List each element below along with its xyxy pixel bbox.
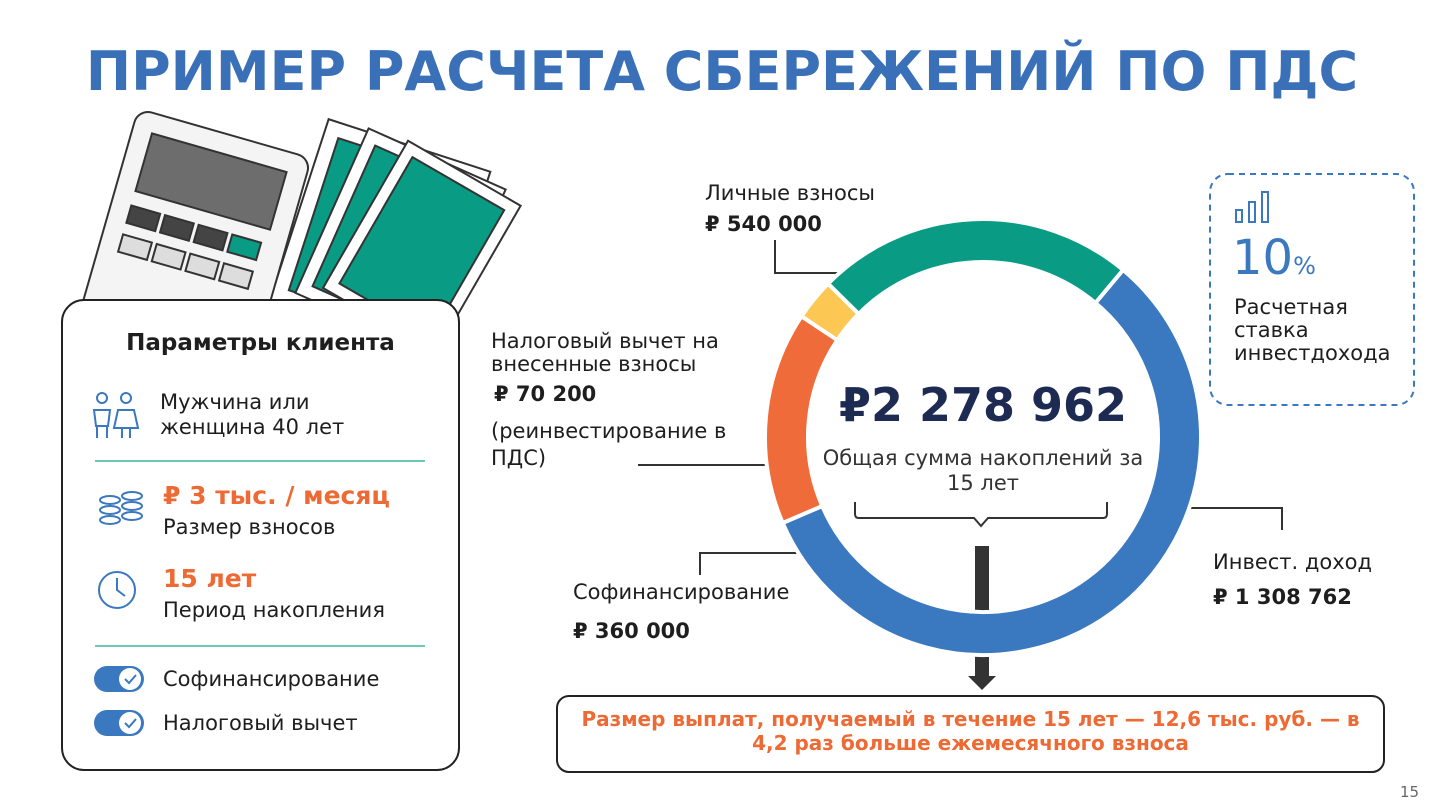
- donut-segment: [780, 267, 1203, 657]
- category-label: Инвест. доход: [1213, 550, 1373, 574]
- value-label: ₽ 360 000: [573, 619, 690, 643]
- category-label: Личные взносы: [705, 181, 875, 205]
- payout-box: [556, 695, 1385, 773]
- period-label: Период накопления: [163, 598, 385, 622]
- donut-segment: [763, 313, 841, 526]
- donut-segment: [798, 280, 862, 343]
- toggle[interactable]: [94, 710, 144, 736]
- icons: [92, 392, 143, 609]
- page-number: 15: [1400, 783, 1420, 801]
- total-caption: Общая сумма накоплений за 15 лет: [822, 446, 1144, 496]
- toggle-label: Софинансирование: [163, 667, 380, 691]
- category-label: Налоговый вычет на внесенные взносы: [491, 329, 719, 377]
- rate-label: Расчетная ставка инвестдохода: [1234, 295, 1391, 366]
- contribution-label: Размер взносов: [163, 515, 336, 539]
- card-title: Параметры клиента: [126, 330, 395, 356]
- total: ₽2 278 962: [838, 378, 1128, 432]
- contribution-value: ₽ 3 тыс. / месяц: [163, 481, 390, 510]
- value-label: ₽ 1 308 762: [1213, 585, 1352, 609]
- value-label: ₽ 70 200: [494, 382, 597, 406]
- payout-note: Размер выплат, получаемый в течение 15 л…: [581, 707, 1360, 755]
- rate-box: [1209, 173, 1415, 406]
- rate-unit: %: [1293, 252, 1316, 280]
- toggle-label: Налоговый вычет: [163, 711, 358, 735]
- arrow-head: [968, 676, 996, 690]
- value-label: ₽ 540 000: [705, 212, 822, 236]
- rate-number: 10: [1232, 230, 1294, 286]
- toggle[interactable]: [94, 666, 144, 692]
- title: ПРИМЕР РАСЧЕТА СБЕРЕЖЕНИЙ ПО ПДС: [85, 40, 1359, 103]
- leader-lines: [638, 240, 1283, 575]
- donut-segment: [825, 217, 1126, 317]
- bar-icon: [1235, 191, 1269, 223]
- rate-value: 10%: [1232, 230, 1316, 288]
- category-label: Софинансирование: [573, 580, 790, 604]
- annotation: (реинвестирование в ПДС): [491, 419, 727, 471]
- period-value: 15 лет: [163, 564, 257, 593]
- client-card: [61, 299, 460, 771]
- person: Мужчина или женщина 40 лет: [160, 390, 345, 440]
